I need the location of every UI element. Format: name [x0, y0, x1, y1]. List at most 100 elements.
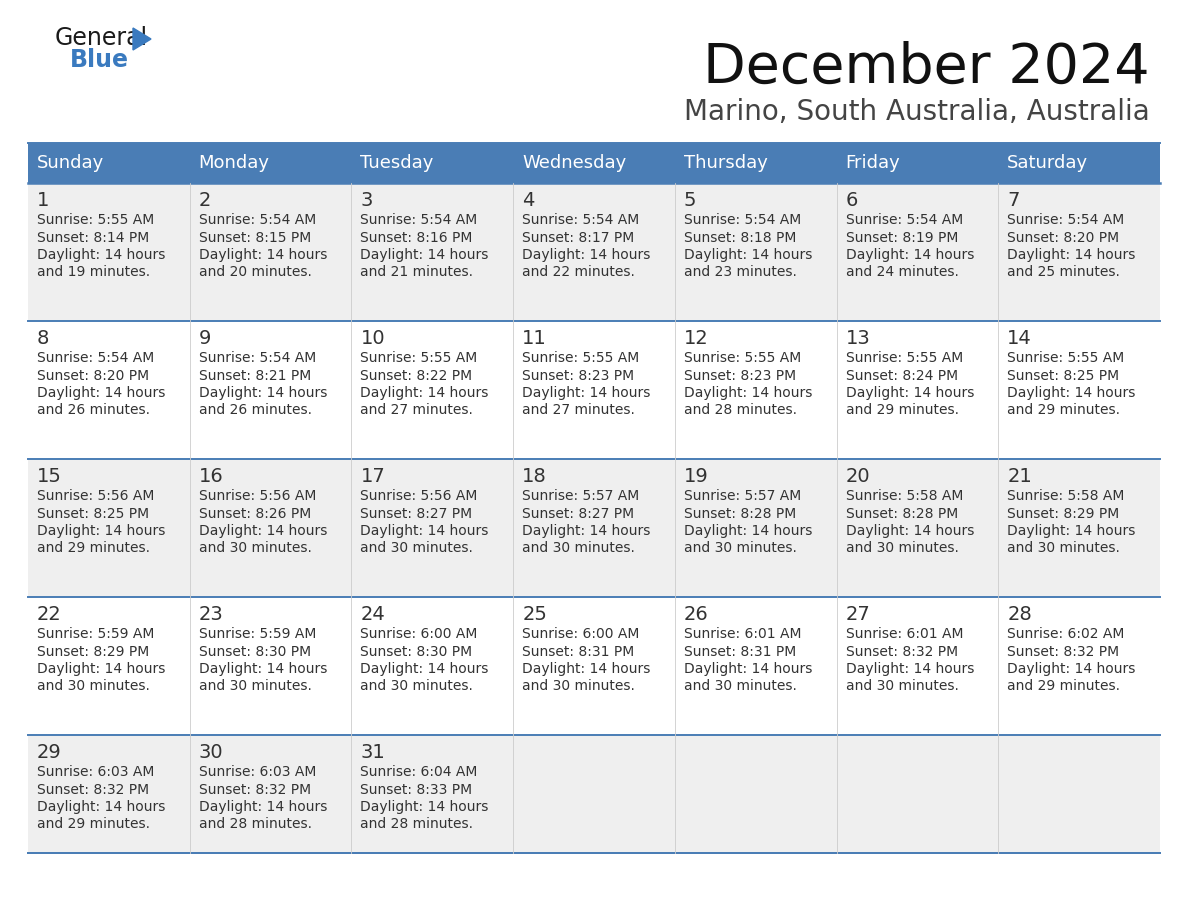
Text: Daylight: 14 hours: Daylight: 14 hours [360, 386, 488, 400]
Text: Sunrise: 6:04 AM: Sunrise: 6:04 AM [360, 765, 478, 779]
Text: 25: 25 [523, 605, 546, 624]
Text: General: General [55, 26, 148, 50]
Text: Sunrise: 5:54 AM: Sunrise: 5:54 AM [198, 351, 316, 365]
Text: and 30 minutes.: and 30 minutes. [198, 679, 311, 693]
Text: Daylight: 14 hours: Daylight: 14 hours [846, 662, 974, 676]
Text: 12: 12 [684, 329, 708, 348]
Text: Sunset: 8:23 PM: Sunset: 8:23 PM [523, 368, 634, 383]
Text: and 24 minutes.: and 24 minutes. [846, 265, 959, 279]
Bar [29, 321, 1159, 459]
Text: 6: 6 [846, 191, 858, 210]
Text: Sunset: 8:14 PM: Sunset: 8:14 PM [37, 230, 150, 244]
Text: Sunrise: 5:55 AM: Sunrise: 5:55 AM [37, 213, 154, 227]
Text: Daylight: 14 hours: Daylight: 14 hours [1007, 248, 1136, 262]
Text: Sunrise: 6:01 AM: Sunrise: 6:01 AM [684, 627, 802, 641]
Text: Sunset: 8:25 PM: Sunset: 8:25 PM [1007, 368, 1119, 383]
Text: Daylight: 14 hours: Daylight: 14 hours [360, 248, 488, 262]
Text: 15: 15 [37, 467, 62, 486]
Text: and 29 minutes.: and 29 minutes. [846, 404, 959, 418]
Text: Sunrise: 5:55 AM: Sunrise: 5:55 AM [684, 351, 801, 365]
Text: Sunrise: 5:55 AM: Sunrise: 5:55 AM [846, 351, 962, 365]
Text: Sunrise: 5:57 AM: Sunrise: 5:57 AM [523, 489, 639, 503]
Text: 29: 29 [37, 743, 62, 762]
Text: 13: 13 [846, 329, 871, 348]
Text: and 30 minutes.: and 30 minutes. [523, 679, 636, 693]
Text: Sunset: 8:17 PM: Sunset: 8:17 PM [523, 230, 634, 244]
Text: Sunrise: 5:56 AM: Sunrise: 5:56 AM [198, 489, 316, 503]
Text: 19: 19 [684, 467, 708, 486]
Text: 22: 22 [37, 605, 62, 624]
Text: 31: 31 [360, 743, 385, 762]
Text: and 30 minutes.: and 30 minutes. [360, 679, 473, 693]
Text: and 22 minutes.: and 22 minutes. [523, 265, 636, 279]
Text: Sunrise: 6:00 AM: Sunrise: 6:00 AM [360, 627, 478, 641]
Text: Sunrise: 5:57 AM: Sunrise: 5:57 AM [684, 489, 801, 503]
Text: Daylight: 14 hours: Daylight: 14 hours [684, 248, 813, 262]
Text: Sunset: 8:32 PM: Sunset: 8:32 PM [37, 782, 150, 797]
Text: Daylight: 14 hours: Daylight: 14 hours [37, 524, 165, 538]
Text: and 20 minutes.: and 20 minutes. [198, 265, 311, 279]
Text: Wednesday: Wednesday [523, 154, 626, 172]
Text: 27: 27 [846, 605, 871, 624]
Text: and 29 minutes.: and 29 minutes. [1007, 404, 1120, 418]
Text: and 30 minutes.: and 30 minutes. [684, 542, 797, 555]
Bar [29, 143, 1159, 183]
Text: Sunset: 8:32 PM: Sunset: 8:32 PM [198, 782, 311, 797]
Text: Sunset: 8:32 PM: Sunset: 8:32 PM [846, 644, 958, 658]
Text: Daylight: 14 hours: Daylight: 14 hours [198, 524, 327, 538]
Text: Sunset: 8:31 PM: Sunset: 8:31 PM [523, 644, 634, 658]
Text: and 25 minutes.: and 25 minutes. [1007, 265, 1120, 279]
Text: and 30 minutes.: and 30 minutes. [684, 679, 797, 693]
Text: and 19 minutes.: and 19 minutes. [37, 265, 150, 279]
Text: Daylight: 14 hours: Daylight: 14 hours [198, 248, 327, 262]
Text: 16: 16 [198, 467, 223, 486]
Text: and 26 minutes.: and 26 minutes. [198, 404, 311, 418]
Text: Sunset: 8:31 PM: Sunset: 8:31 PM [684, 644, 796, 658]
Text: and 28 minutes.: and 28 minutes. [684, 404, 797, 418]
Text: December 2024: December 2024 [703, 41, 1150, 95]
Text: Sunset: 8:20 PM: Sunset: 8:20 PM [37, 368, 150, 383]
Text: Tuesday: Tuesday [360, 154, 434, 172]
Text: Thursday: Thursday [684, 154, 767, 172]
Text: Saturday: Saturday [1007, 154, 1088, 172]
Text: Daylight: 14 hours: Daylight: 14 hours [846, 524, 974, 538]
Text: Daylight: 14 hours: Daylight: 14 hours [1007, 524, 1136, 538]
Text: Sunrise: 5:55 AM: Sunrise: 5:55 AM [1007, 351, 1125, 365]
Text: Sunrise: 6:00 AM: Sunrise: 6:00 AM [523, 627, 639, 641]
Text: Daylight: 14 hours: Daylight: 14 hours [198, 386, 327, 400]
Text: 1: 1 [37, 191, 50, 210]
Text: Sunset: 8:16 PM: Sunset: 8:16 PM [360, 230, 473, 244]
Text: Daylight: 14 hours: Daylight: 14 hours [523, 386, 651, 400]
Text: Sunrise: 5:54 AM: Sunrise: 5:54 AM [360, 213, 478, 227]
Text: 18: 18 [523, 467, 546, 486]
Text: Daylight: 14 hours: Daylight: 14 hours [684, 386, 813, 400]
Text: Sunrise: 5:55 AM: Sunrise: 5:55 AM [360, 351, 478, 365]
Bar [29, 735, 1159, 853]
Text: Daylight: 14 hours: Daylight: 14 hours [684, 662, 813, 676]
Bar [29, 183, 1159, 321]
Text: Sunset: 8:15 PM: Sunset: 8:15 PM [198, 230, 311, 244]
Text: Sunrise: 5:59 AM: Sunrise: 5:59 AM [37, 627, 154, 641]
Text: Sunset: 8:23 PM: Sunset: 8:23 PM [684, 368, 796, 383]
Text: Daylight: 14 hours: Daylight: 14 hours [360, 800, 488, 814]
Text: 14: 14 [1007, 329, 1032, 348]
Text: Daylight: 14 hours: Daylight: 14 hours [198, 800, 327, 814]
Text: Sunset: 8:22 PM: Sunset: 8:22 PM [360, 368, 473, 383]
Text: 23: 23 [198, 605, 223, 624]
Text: Sunset: 8:18 PM: Sunset: 8:18 PM [684, 230, 796, 244]
Text: 5: 5 [684, 191, 696, 210]
Text: Sunset: 8:30 PM: Sunset: 8:30 PM [360, 644, 473, 658]
Text: Sunset: 8:28 PM: Sunset: 8:28 PM [684, 507, 796, 521]
Text: Friday: Friday [846, 154, 901, 172]
Text: Sunrise: 6:03 AM: Sunrise: 6:03 AM [37, 765, 154, 779]
Text: Sunset: 8:30 PM: Sunset: 8:30 PM [198, 644, 311, 658]
Text: and 30 minutes.: and 30 minutes. [360, 542, 473, 555]
Text: Sunrise: 5:54 AM: Sunrise: 5:54 AM [37, 351, 154, 365]
Text: and 21 minutes.: and 21 minutes. [360, 265, 474, 279]
Polygon shape [133, 28, 151, 50]
Text: 21: 21 [1007, 467, 1032, 486]
Text: and 30 minutes.: and 30 minutes. [37, 679, 150, 693]
Text: 10: 10 [360, 329, 385, 348]
Text: Sunrise: 6:01 AM: Sunrise: 6:01 AM [846, 627, 963, 641]
Text: 3: 3 [360, 191, 373, 210]
